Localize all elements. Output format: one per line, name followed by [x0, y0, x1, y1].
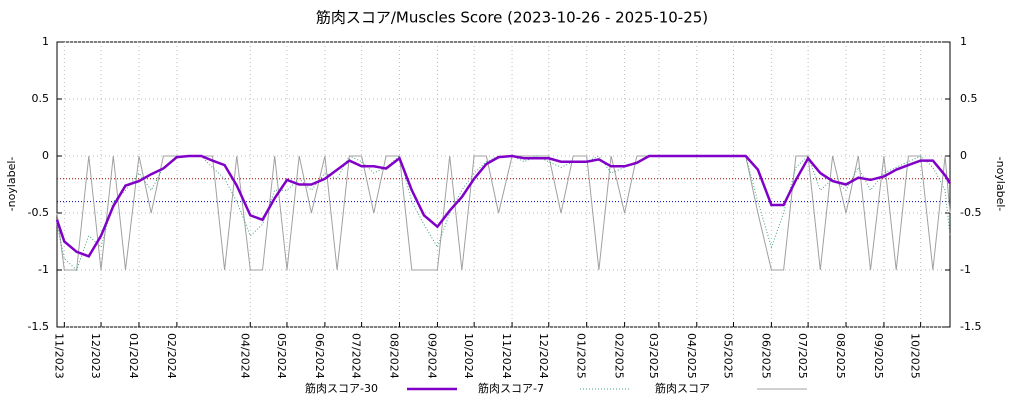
y-tick-label: 0: [42, 149, 49, 162]
x-tick-label: 03/2025: [647, 333, 660, 379]
y2-tick-label: 0: [960, 149, 967, 162]
series-line: [56, 155, 951, 271]
x-tick-label: 07/2025: [796, 333, 809, 379]
x-tick-label: 06/2024: [313, 333, 326, 379]
y2-tick-label: -0.5: [960, 206, 981, 219]
x-tick-label: 02/2024: [165, 333, 178, 379]
x-tick-label: 04/2024: [238, 333, 251, 379]
y-tick-label: -1: [38, 263, 49, 276]
y2-tick-label: 1: [960, 35, 967, 48]
x-tick-label: 11/2024: [500, 333, 513, 379]
y-tick-label: -0.5: [28, 206, 49, 219]
x-tick-label: 09/2024: [425, 333, 438, 379]
x-tick-label: 10/2025: [909, 333, 922, 379]
x-tick-label: 01/2025: [575, 333, 588, 379]
x-tick-label: 09/2025: [872, 333, 885, 379]
legend-label: 筋肉スコア-7: [478, 381, 544, 395]
x-tick-label: 12/2024: [537, 333, 550, 379]
x-tick-label: 05/2024: [275, 333, 288, 379]
y-tick-label: 1: [42, 35, 49, 48]
x-tick-label: 08/2025: [834, 333, 847, 379]
y2-axis-label: -noylabel-: [994, 157, 1007, 212]
x-tick-label: 10/2024: [462, 333, 475, 379]
x-tick-label: 11/2023: [52, 333, 65, 379]
series-line: [56, 155, 951, 271]
legend-label: 筋肉スコア-30: [305, 381, 378, 395]
x-tick-label: 08/2024: [388, 333, 401, 379]
plot-frame: [56, 41, 951, 328]
series-line: [55, 154, 952, 258]
y-axis-label: -noylabel-: [5, 157, 18, 212]
x-tick-label: 06/2025: [759, 333, 772, 379]
y-tick-label: -1.5: [28, 320, 49, 333]
x-tick-label: 12/2023: [89, 333, 102, 379]
y2-tick-label: 0.5: [960, 92, 978, 105]
legend-label: 筋肉スコア: [655, 381, 710, 395]
x-tick-label: 02/2025: [613, 333, 626, 379]
x-tick-label: 05/2025: [721, 333, 734, 379]
chart-title: 筋肉スコア/Muscles Score (2023-10-26 - 2025-1…: [316, 9, 708, 27]
x-tick-label: 07/2024: [350, 333, 363, 379]
y2-tick-label: -1.5: [960, 320, 981, 333]
x-tick-label: 04/2025: [685, 333, 698, 379]
y-tick-label: 0.5: [32, 92, 50, 105]
y2-tick-label: -1: [960, 263, 971, 276]
x-tick-label: 01/2024: [127, 333, 140, 379]
